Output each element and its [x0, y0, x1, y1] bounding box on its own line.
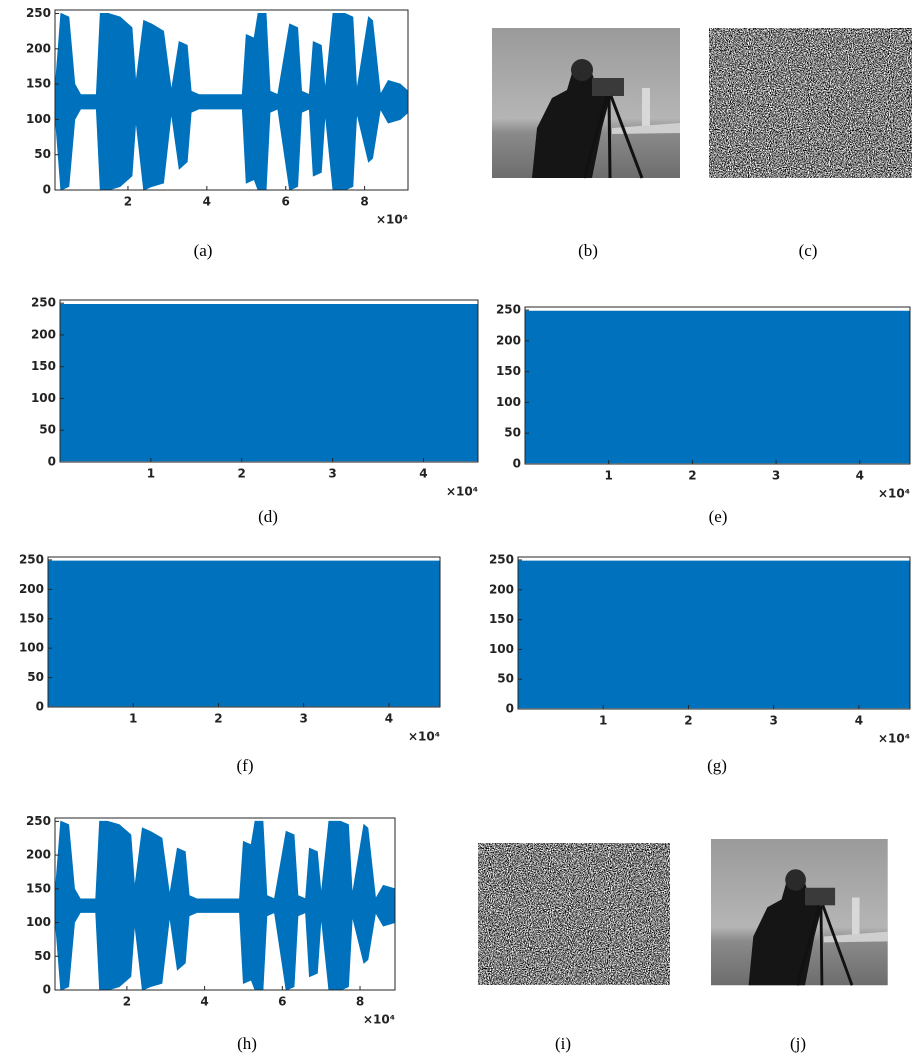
y-tick-label: 250 — [26, 814, 51, 828]
y-tick-label: 200 — [496, 333, 521, 347]
caption: (e) — [709, 507, 728, 526]
y-tick-label: 150 — [31, 359, 56, 373]
y-tick-label: 50 — [27, 670, 44, 684]
y-tick-label: 250 — [489, 552, 514, 566]
y-tick-label: 0 — [48, 455, 56, 469]
y-tick-label: 200 — [489, 582, 514, 596]
y-tick-label: 100 — [26, 112, 51, 126]
y-tick-label: 250 — [31, 296, 56, 310]
signal-envelope — [517, 560, 911, 709]
y-tick-label: 150 — [26, 881, 51, 895]
x-multiplier: ×10⁴ — [446, 485, 478, 499]
caption: (c) — [799, 241, 818, 260]
x-tick-label: 1 — [599, 714, 607, 728]
chart: 0 50 100 150 200 250 1 2 3 4 ×10⁴ (f) — [19, 552, 441, 775]
plot-frame — [524, 306, 911, 465]
x-multiplier: ×10⁴ — [878, 732, 910, 746]
x-tick-label: 3 — [772, 469, 780, 483]
plot-frame — [517, 556, 911, 710]
caption: (d) — [258, 507, 278, 526]
plot-frame — [54, 9, 409, 191]
noise-panel — [478, 843, 670, 985]
x-tick-label: 1 — [129, 712, 137, 726]
y-tick-label: 100 — [19, 641, 44, 655]
caption: (h) — [237, 1034, 257, 1053]
signal-envelope — [54, 820, 396, 991]
y-tick-label: 50 — [497, 672, 514, 686]
y-tick-label: 50 — [504, 426, 521, 440]
y-tick-label: 100 — [496, 395, 521, 409]
x-tick-label: 2 — [214, 712, 222, 726]
x-tick-label: 8 — [360, 195, 368, 209]
y-tick-label: 200 — [26, 41, 51, 55]
signal-envelope — [59, 303, 479, 462]
y-tick-label: 0 — [513, 457, 521, 471]
y-tick-label: 50 — [34, 147, 51, 161]
y-tick-label: 200 — [31, 327, 56, 341]
plot-frame — [59, 299, 479, 463]
y-tick-label: 100 — [489, 642, 514, 656]
chart: 0 50 100 150 200 250 2 4 6 8 ×10⁴ (h) — [26, 814, 396, 1053]
x-tick-label: 1 — [605, 469, 613, 483]
x-tick-label: 6 — [278, 995, 286, 1009]
y-tick-label: 200 — [19, 582, 44, 596]
signal-envelope — [47, 560, 441, 707]
x-tick-label: 8 — [356, 995, 364, 1009]
y-tick-label: 250 — [496, 303, 521, 317]
x-tick-label: 1 — [147, 467, 155, 481]
chart: 0 50 100 150 200 250 2 4 6 8 ×10⁴ (a) — [26, 6, 409, 260]
y-tick-label: 0 — [43, 183, 51, 197]
plot-frame — [54, 817, 396, 991]
signal-envelope — [524, 310, 911, 464]
x-multiplier: ×10⁴ — [878, 487, 910, 501]
caption: (g) — [707, 756, 727, 775]
y-tick-label: 100 — [31, 391, 56, 405]
y-tick-label: 100 — [26, 915, 51, 929]
x-tick-label: 2 — [238, 467, 246, 481]
x-tick-label: 6 — [282, 195, 290, 209]
caption: (f) — [237, 756, 254, 775]
caption: (a) — [194, 241, 213, 260]
photo-panel — [490, 26, 682, 180]
x-tick-label: 2 — [124, 195, 132, 209]
x-tick-label: 3 — [299, 712, 307, 726]
y-tick-label: 150 — [496, 364, 521, 378]
chart: 0 50 100 150 200 250 1 2 3 4 ×10⁴ (d) — [31, 296, 479, 526]
plot-frame — [47, 556, 441, 708]
signal-envelope — [54, 12, 409, 191]
x-tick-label: 2 — [123, 995, 131, 1009]
x-tick-label: 4 — [419, 467, 427, 481]
y-tick-label: 250 — [26, 6, 51, 20]
caption: (j) — [790, 1034, 806, 1053]
x-tick-label: 2 — [684, 714, 692, 728]
noise-panel — [709, 28, 912, 178]
y-tick-label: 50 — [34, 949, 51, 963]
y-tick-label: 0 — [43, 983, 51, 997]
photo-panel — [709, 837, 890, 987]
caption: (i) — [555, 1034, 571, 1053]
y-tick-label: 250 — [19, 552, 44, 566]
x-tick-label: 4 — [855, 714, 863, 728]
x-tick-label: 3 — [769, 714, 777, 728]
x-tick-label: 3 — [328, 467, 336, 481]
y-tick-label: 150 — [489, 612, 514, 626]
x-multiplier: ×10⁴ — [363, 1013, 395, 1027]
y-tick-label: 200 — [26, 848, 51, 862]
caption: (b) — [578, 241, 598, 260]
y-tick-label: 0 — [36, 700, 44, 714]
chart: 0 50 100 150 200 250 1 2 3 4 ×10⁴ (e) — [496, 303, 911, 526]
x-tick-label: 4 — [385, 712, 393, 726]
chart: 0 50 100 150 200 250 1 2 3 4 ×10⁴ (g) — [489, 552, 911, 775]
x-multiplier: ×10⁴ — [376, 213, 408, 227]
y-tick-label: 150 — [26, 77, 51, 91]
y-tick-label: 0 — [506, 702, 514, 716]
y-tick-label: 150 — [19, 611, 44, 625]
x-tick-label: 4 — [856, 469, 864, 483]
x-multiplier: ×10⁴ — [408, 730, 440, 744]
x-tick-label: 2 — [688, 469, 696, 483]
y-tick-label: 50 — [39, 423, 56, 437]
x-tick-label: 4 — [200, 995, 208, 1009]
x-tick-label: 4 — [203, 195, 211, 209]
